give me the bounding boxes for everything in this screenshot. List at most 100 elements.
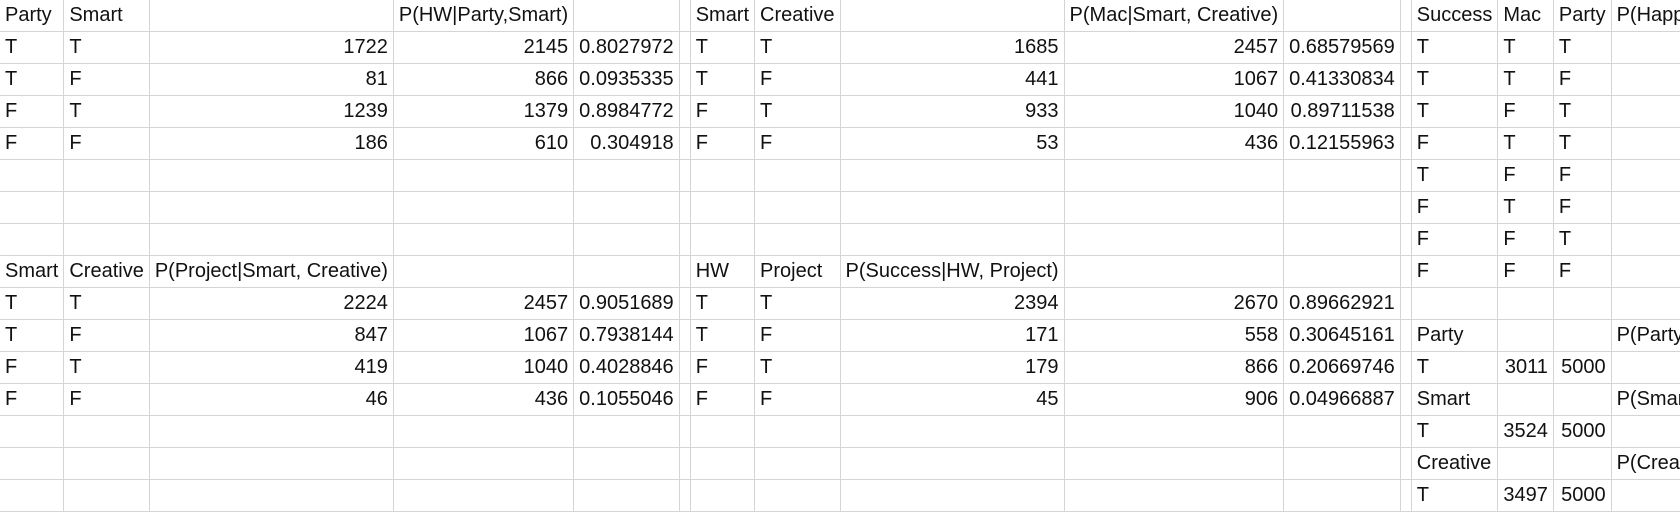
sheet-cell[interactable] [63,159,150,192]
sheet-cell[interactable]: 0.9051689 [573,287,680,320]
sheet-cell[interactable]: 933 [840,95,1065,128]
sheet-cell[interactable] [573,159,680,192]
sheet-cell[interactable] [690,415,756,448]
sheet-cell[interactable] [1400,255,1412,288]
sheet-cell[interactable]: 419 [149,351,394,384]
sheet-cell[interactable] [1064,223,1285,256]
sheet-cell[interactable]: 610 [393,127,575,160]
sheet-cell[interactable] [1400,191,1412,224]
sheet-cell[interactable]: 2457 [1064,31,1285,64]
sheet-cell[interactable]: T [1411,95,1499,128]
sheet-cell[interactable] [679,255,691,288]
sheet-cell[interactable] [573,0,680,32]
sheet-cell[interactable]: T [0,63,65,96]
sheet-cell[interactable] [63,223,150,256]
sheet-cell[interactable] [0,223,65,256]
sheet-cell[interactable]: F [1553,191,1612,224]
sheet-cell[interactable] [149,0,394,32]
sheet-cell[interactable]: 906 [1064,383,1285,416]
sheet-cell[interactable] [679,319,691,352]
sheet-cell[interactable]: 3011 [1497,351,1554,384]
sheet-cell[interactable] [754,191,841,224]
sheet-cell[interactable]: 1067 [1064,63,1285,96]
sheet-cell[interactable]: 179 [840,351,1065,384]
sheet-cell[interactable]: 0.0935335 [573,63,680,96]
sheet-cell[interactable]: T [1411,63,1499,96]
sheet-cell[interactable]: 2145 [393,31,575,64]
sheet-cell[interactable] [1400,415,1412,448]
sheet-cell[interactable] [63,191,150,224]
sheet-cell[interactable]: F [63,63,150,96]
sheet-cell[interactable] [679,415,691,448]
sheet-cell[interactable] [393,255,575,288]
sheet-cell[interactable]: 46 [149,383,394,416]
sheet-cell[interactable] [1400,159,1412,192]
sheet-cell[interactable]: 436 [393,383,575,416]
sheet-cell[interactable]: T [1497,127,1554,160]
sheet-cell[interactable] [1064,447,1285,480]
sheet-cell[interactable] [679,447,691,480]
sheet-cell[interactable]: Success [1411,0,1499,32]
sheet-cell[interactable]: 0.30645161 [1283,319,1401,352]
sheet-cell[interactable]: 0.8027972 [573,31,680,64]
sheet-cell[interactable]: 1040 [1064,95,1285,128]
sheet-cell[interactable]: 135 [1611,159,1680,192]
sheet-cell[interactable]: 271 [1611,63,1680,96]
sheet-cell[interactable] [1553,383,1612,416]
sheet-cell[interactable] [573,191,680,224]
sheet-cell[interactable] [0,159,65,192]
sheet-cell[interactable] [1283,0,1401,32]
sheet-cell[interactable] [393,223,575,256]
sheet-cell[interactable]: 0.8984772 [573,95,680,128]
sheet-cell[interactable] [573,447,680,480]
sheet-cell[interactable] [1411,287,1499,320]
sheet-cell[interactable]: 45 [840,383,1065,416]
sheet-cell[interactable] [1553,447,1612,480]
sheet-cell[interactable] [1064,415,1285,448]
sheet-cell[interactable]: 558 [1064,319,1285,352]
sheet-cell[interactable]: T [63,287,150,320]
sheet-cell[interactable] [840,223,1065,256]
sheet-cell[interactable] [149,191,394,224]
sheet-cell[interactable]: 53 [840,127,1065,160]
sheet-cell[interactable]: 0.68579569 [1283,31,1401,64]
sheet-cell[interactable] [679,479,691,512]
sheet-cell[interactable]: F [1497,159,1554,192]
sheet-cell[interactable] [679,383,691,416]
sheet-cell[interactable]: T [0,31,65,64]
sheet-cell[interactable] [0,447,65,480]
sheet-cell[interactable] [1283,223,1401,256]
sheet-cell[interactable]: 2457 [393,287,575,320]
sheet-cell[interactable]: 1379 [393,95,575,128]
sheet-cell[interactable] [573,255,680,288]
sheet-cell[interactable]: F [0,383,65,416]
sheet-cell[interactable]: 99 [1611,191,1680,224]
sheet-cell[interactable] [63,415,150,448]
sheet-cell[interactable]: F [63,383,150,416]
sheet-cell[interactable] [149,447,394,480]
sheet-cell[interactable] [1400,63,1412,96]
sheet-cell[interactable]: Creative [754,0,841,32]
sheet-cell[interactable] [840,159,1065,192]
sheet-cell[interactable] [679,223,691,256]
sheet-cell[interactable] [679,159,691,192]
sheet-cell[interactable]: 1722 [149,31,394,64]
sheet-cell[interactable]: 847 [149,319,394,352]
sheet-cell[interactable]: 0.89711538 [1283,95,1401,128]
sheet-cell[interactable]: T [63,95,150,128]
sheet-cell[interactable] [690,159,756,192]
sheet-cell[interactable] [1497,383,1554,416]
sheet-cell[interactable]: 866 [393,63,575,96]
sheet-cell[interactable] [679,63,691,96]
sheet-cell[interactable]: 866 [1064,351,1285,384]
sheet-cell[interactable] [1400,319,1412,352]
sheet-cell[interactable] [679,287,691,320]
sheet-cell[interactable]: T [1497,191,1554,224]
sheet-cell[interactable]: 186 [149,127,394,160]
sheet-cell[interactable]: T [1411,159,1499,192]
sheet-cell[interactable] [393,159,575,192]
sheet-cell[interactable] [1283,415,1401,448]
sheet-cell[interactable]: HW [690,255,756,288]
sheet-cell[interactable]: Creative [63,255,150,288]
